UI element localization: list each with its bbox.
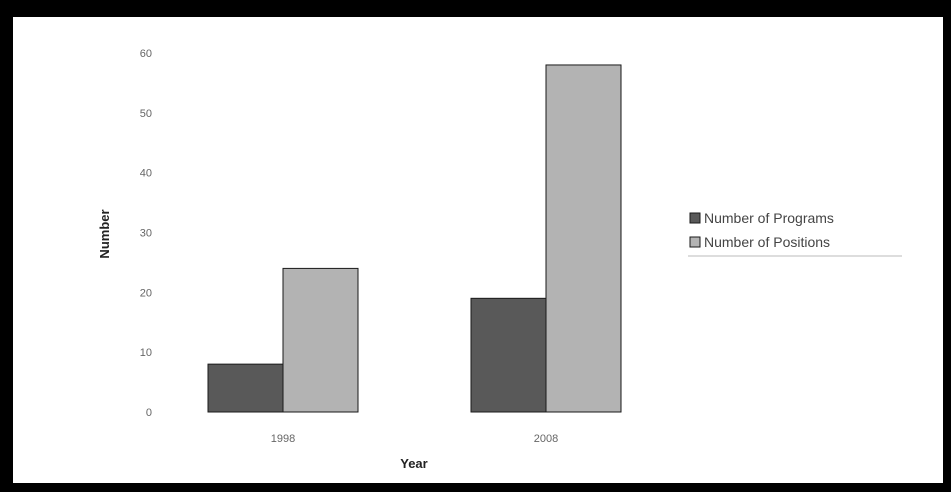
bars [207, 64, 622, 413]
y-tick-label: 30 [140, 228, 152, 240]
x-tick-label: 1998 [271, 433, 295, 445]
x-tick-label: 2008 [534, 433, 558, 445]
legend-label: Number of Programs [704, 210, 834, 226]
legend-swatch [689, 236, 701, 248]
bar-number-of-programs-2008 [470, 297, 547, 413]
legend-label: Number of Positions [704, 234, 830, 250]
y-tick-label: 60 [140, 48, 152, 60]
y-tick-label: 0 [146, 407, 152, 419]
x-axis-ticks: 1998 2008 [271, 433, 558, 445]
y-tick-label: 10 [140, 347, 152, 359]
bar-number-of-positions-2008 [545, 64, 622, 413]
legend: Number of Programs Number of Positions [688, 210, 902, 257]
y-tick-label: 20 [140, 287, 152, 299]
bar-number-of-programs-1998 [207, 363, 284, 413]
legend-swatch [689, 212, 701, 224]
bar-number-of-positions-1998 [282, 267, 359, 413]
y-axis-ticks: 0 10 20 30 40 50 60 [140, 48, 152, 419]
y-axis-title: Number [97, 209, 112, 258]
y-tick-label: 50 [140, 108, 152, 120]
x-axis-title: Year [400, 456, 427, 471]
y-tick-label: 40 [140, 168, 152, 180]
